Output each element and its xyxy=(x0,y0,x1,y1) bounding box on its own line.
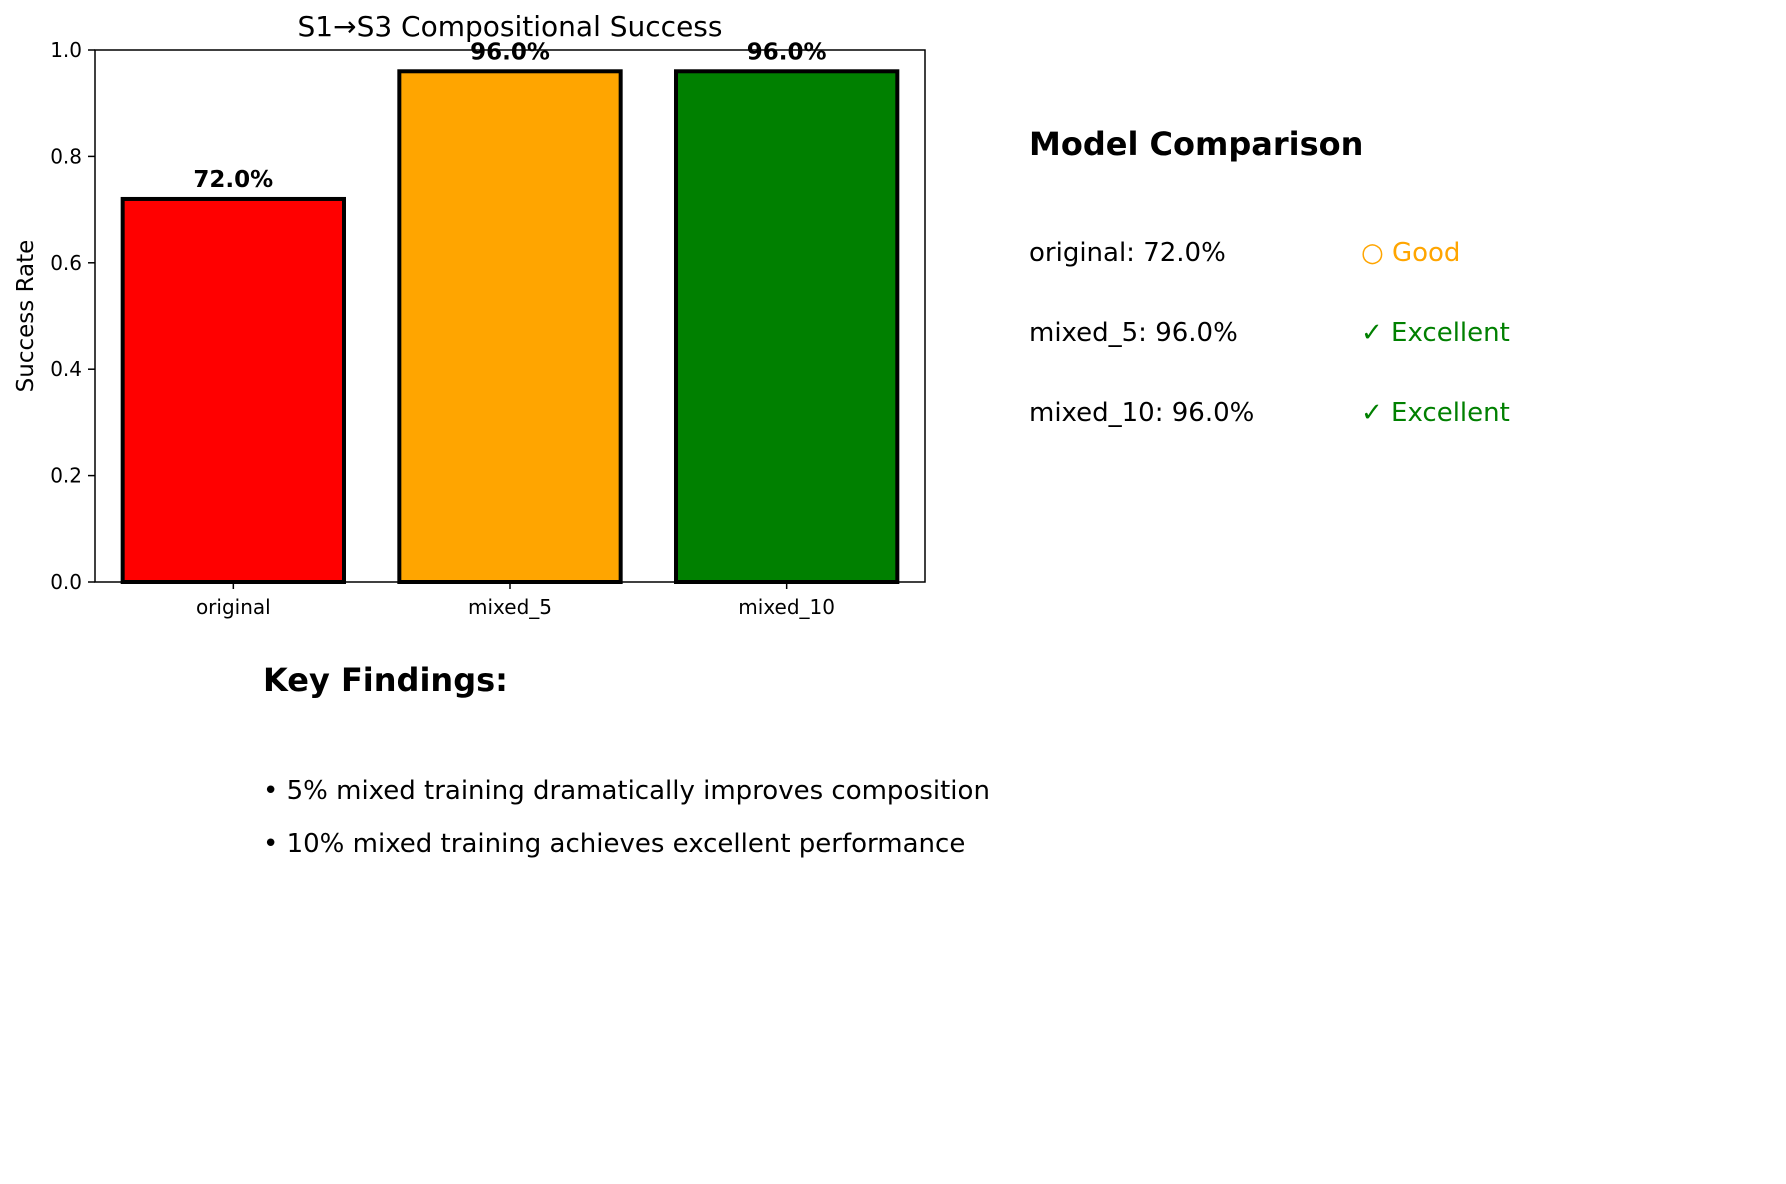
comparison-model-value: original: 72.0% xyxy=(1029,238,1226,268)
y-axis-label: Success Rate xyxy=(13,240,39,393)
bar-mixed_5 xyxy=(397,69,623,584)
data-label: 96.0% xyxy=(470,39,550,65)
y-tick-label: 0.4 xyxy=(50,357,82,381)
bar-original xyxy=(120,196,346,585)
x-tick-label: mixed_5 xyxy=(468,595,552,619)
finding-item: • 10% mixed training achieves excellent … xyxy=(263,829,966,859)
comparison-row: mixed_5: 96.0% ✓ Excellent xyxy=(1029,320,1729,360)
data-label: 72.0% xyxy=(193,167,273,193)
bar-mixed_10 xyxy=(674,69,900,584)
y-tick-label: 0.8 xyxy=(50,144,82,168)
findings-title: Key Findings: xyxy=(263,661,508,699)
comparison-row: mixed_10: 96.0% ✓ Excellent xyxy=(1029,400,1729,440)
comparison-list: original: 72.0% ○ Good mixed_5: 96.0% ✓ Exc… xyxy=(1029,240,1749,440)
data-label: 96.0% xyxy=(747,39,827,65)
comparison-row: original: 72.0% ○ Good xyxy=(1029,240,1729,280)
comparison-rating-check-icon: ✓ Excellent xyxy=(1361,318,1510,348)
y-tick-label: 0.6 xyxy=(50,251,82,275)
x-tick-label: mixed_10 xyxy=(738,595,835,619)
chart-title: S1→S3 Compositional Success xyxy=(298,10,723,43)
y-tick-label: 0.2 xyxy=(50,464,82,488)
y-tick-label: 1.0 xyxy=(50,38,82,62)
comparison-title: Model Comparison xyxy=(1029,125,1364,163)
comparison-model-value: mixed_10: 96.0% xyxy=(1029,398,1255,428)
comparison-rating-check-icon: ✓ Excellent xyxy=(1361,398,1510,428)
findings-list: • 5% mixed training dramatically improve… xyxy=(263,778,1023,878)
x-tick-label: original xyxy=(196,595,271,619)
comparison-model-value: mixed_5: 96.0% xyxy=(1029,318,1238,348)
y-tick-label: 0.0 xyxy=(50,570,82,594)
finding-item: • 5% mixed training dramatically improve… xyxy=(263,776,990,806)
comparison-rating-circle-icon: ○ Good xyxy=(1361,238,1461,268)
